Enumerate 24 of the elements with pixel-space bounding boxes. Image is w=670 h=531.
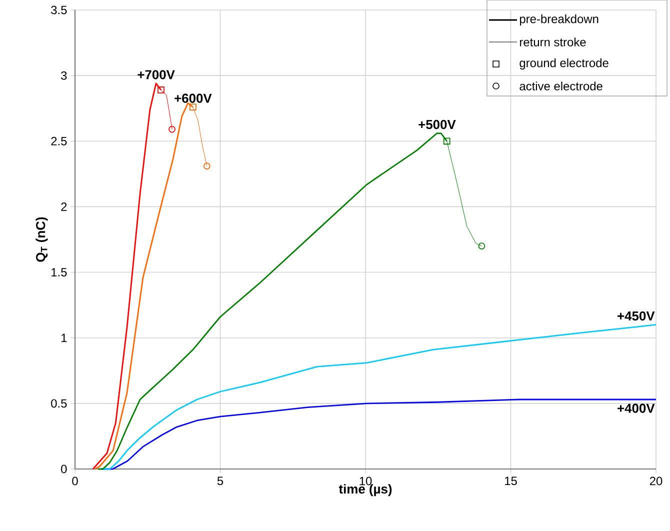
x-axis-title: time (µs): [338, 484, 392, 496]
x-tick-label: 20: [650, 476, 662, 486]
annotation: return stroke: [520, 38, 586, 46]
annotation: +700V: [138, 70, 175, 80]
annotation: +500V: [418, 120, 456, 130]
annotation: active electrode: [520, 82, 602, 90]
y-tick-label: 2.5: [51, 136, 67, 146]
x-tick-label: 15: [505, 476, 517, 486]
y-tick-label: 1.5: [52, 268, 67, 276]
y-tick-label: 1: [61, 334, 67, 342]
x-tick-label: 10: [360, 476, 372, 486]
y-tick-label: 0.5: [51, 399, 67, 408]
annotation: pre-breakdown: [520, 14, 598, 26]
annotation: +600V: [174, 94, 212, 103]
annotation: ground electrode: [520, 58, 608, 70]
annotation: +400V: [618, 404, 655, 413]
x-tick-label: 5: [217, 476, 224, 486]
y-axis-title: Q$_{T}$ (nC): [36, 217, 48, 262]
y-tick-label: 2: [61, 202, 67, 211]
x-tick-label: 0: [72, 476, 78, 486]
y-tick-label: 0: [61, 464, 67, 474]
annotation: +450V: [618, 311, 655, 321]
y-tick-label: 3.5: [51, 6, 67, 14]
y-tick-label: 3: [61, 71, 67, 80]
